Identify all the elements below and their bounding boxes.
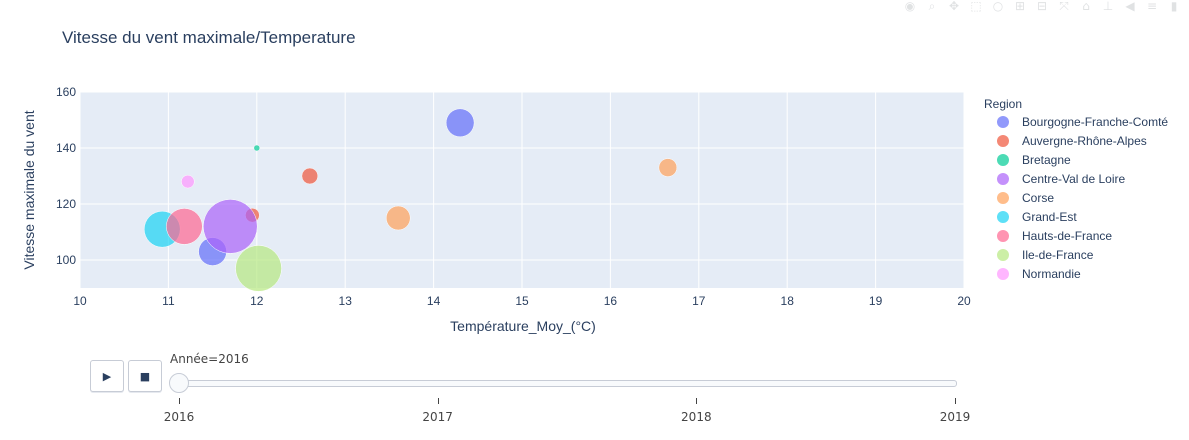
legend-item-label[interactable]: Corse bbox=[1022, 191, 1054, 205]
lasso-icon[interactable]: ○ bbox=[992, 0, 1004, 13]
slider-tick-label[interactable]: 2016 bbox=[163, 410, 195, 424]
data-point[interactable] bbox=[385, 205, 411, 231]
data-point[interactable] bbox=[235, 245, 282, 292]
slider-tick bbox=[696, 398, 698, 404]
x-axis-title: Température_Moy_(°C) bbox=[450, 318, 596, 334]
x-tick-label: 11 bbox=[162, 294, 175, 308]
legend-title: Region bbox=[984, 97, 1022, 111]
reset-icon[interactable]: ⌂ bbox=[1082, 0, 1090, 13]
legend-marker[interactable] bbox=[997, 173, 1009, 185]
slider-tick bbox=[179, 398, 180, 404]
legend-marker[interactable] bbox=[997, 211, 1009, 223]
legend-marker[interactable] bbox=[997, 192, 1009, 204]
legend-marker[interactable] bbox=[997, 230, 1009, 242]
legend-marker[interactable] bbox=[997, 135, 1009, 147]
slider-tick bbox=[955, 398, 956, 404]
legend-item-label[interactable]: Normandie bbox=[1022, 267, 1081, 281]
x-tick-label: 10 bbox=[73, 294, 87, 308]
zoom-in-icon[interactable]: ⊞ bbox=[1014, 0, 1026, 13]
autoscale-icon[interactable]: ⤧ bbox=[1059, 0, 1069, 13]
data-point[interactable] bbox=[445, 108, 475, 138]
slider-current-value: Année=2016 bbox=[170, 352, 249, 366]
camera-icon[interactable]: ◉ bbox=[904, 0, 916, 13]
scatter-chart: Vitesse du vent maximale/Temperature 10 1… bbox=[21, 28, 1168, 334]
year-slider-track[interactable] bbox=[177, 380, 957, 387]
data-point[interactable] bbox=[301, 167, 319, 185]
x-tick-label: 17 bbox=[692, 294, 706, 308]
animation-player: ▶ ■ bbox=[90, 360, 162, 392]
legend-item-label[interactable]: Auvergne-Rhône-Alpes bbox=[1022, 134, 1147, 148]
legend-item-label[interactable]: Bretagne bbox=[1022, 153, 1071, 167]
y-tick-label: 100 bbox=[56, 253, 76, 267]
x-tick-label: 20 bbox=[957, 294, 971, 308]
data-point[interactable] bbox=[203, 199, 258, 254]
play-icon: ▶ bbox=[102, 369, 112, 383]
zoom-out-icon[interactable]: ⊟ bbox=[1036, 0, 1048, 13]
hover-compare-icon[interactable]: ≡ bbox=[1146, 0, 1158, 13]
legend-item-label[interactable]: Hauts-de-France bbox=[1022, 229, 1112, 243]
slider-tick bbox=[437, 398, 439, 404]
plotly-logo-icon[interactable]: ▮ bbox=[1170, 0, 1178, 13]
play-button[interactable]: ▶ bbox=[90, 360, 124, 392]
year-slider-handle[interactable] bbox=[169, 373, 189, 393]
data-point[interactable] bbox=[181, 174, 195, 189]
slider-tick-label[interactable]: 2018 bbox=[681, 410, 712, 424]
y-tick-label: 120 bbox=[56, 197, 76, 211]
legend-item-label[interactable]: Bourgogne-Franche-Comté bbox=[1022, 115, 1168, 129]
slider-tick-label[interactable]: 2019 bbox=[939, 410, 971, 424]
legend-item-label[interactable]: Centre-Val de Loire bbox=[1022, 172, 1125, 186]
x-tick-label: 15 bbox=[515, 294, 529, 308]
legend: Region Bourgogne-Franche-Comté Auvergne-R… bbox=[984, 97, 1168, 281]
spike-icon[interactable]: ⊥ bbox=[1102, 0, 1114, 13]
modebar: ◉ ⌕ ✥ ⬚ ○ ⊞ ⊟ ⤧ ⌂ ⊥ ◀ ≡ ▮ bbox=[903, 0, 1181, 14]
pan-icon[interactable]: ✥ bbox=[948, 0, 960, 13]
stop-icon: ■ bbox=[139, 369, 151, 383]
x-tick-label: 18 bbox=[781, 294, 795, 308]
hover-closest-icon[interactable]: ◀ bbox=[1125, 0, 1135, 13]
stop-button[interactable]: ■ bbox=[128, 360, 162, 392]
zoom-icon[interactable]: ⌕ bbox=[928, 0, 936, 13]
data-point[interactable] bbox=[658, 158, 678, 177]
data-points bbox=[143, 108, 678, 292]
x-tick-label: 19 bbox=[869, 294, 883, 308]
x-tick-label: 16 bbox=[604, 294, 618, 308]
x-tick-labels: 10 11 12 13 14 15 16 17 18 19 20 bbox=[73, 294, 971, 308]
x-tick-label: 12 bbox=[250, 294, 264, 308]
legend-marker[interactable] bbox=[997, 154, 1009, 166]
y-axis-title: Vitesse maximale du vent bbox=[21, 110, 37, 269]
slider-tick-label[interactable]: 2017 bbox=[422, 410, 453, 424]
y-tick-labels: 100 120 140 160 bbox=[56, 85, 76, 267]
legend-marker[interactable] bbox=[997, 116, 1009, 128]
chart-title: Vitesse du vent maximale/Temperature bbox=[62, 28, 356, 47]
box-select-icon[interactable]: ⬚ bbox=[970, 0, 982, 13]
data-point[interactable] bbox=[166, 208, 203, 245]
y-tick-label: 140 bbox=[56, 141, 76, 155]
legend-item-label[interactable]: Ile-de-France bbox=[1022, 248, 1094, 262]
data-point[interactable] bbox=[253, 144, 261, 152]
x-tick-label: 14 bbox=[427, 294, 441, 308]
legend-marker[interactable] bbox=[997, 249, 1009, 261]
legend-item-label[interactable]: Grand-Est bbox=[1022, 210, 1077, 224]
y-tick-label: 160 bbox=[56, 85, 76, 99]
x-tick-label: 13 bbox=[339, 294, 353, 308]
legend-marker[interactable] bbox=[997, 268, 1009, 280]
